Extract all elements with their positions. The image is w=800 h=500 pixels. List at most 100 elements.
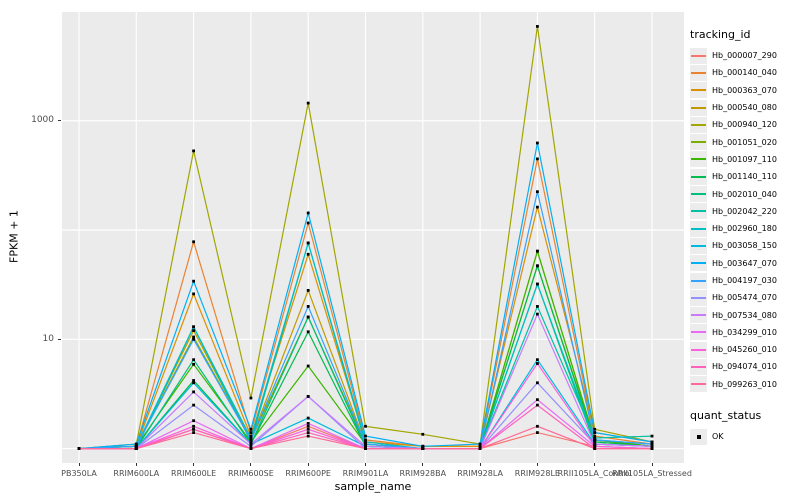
data-point — [536, 249, 539, 253]
data-point — [593, 440, 597, 444]
data-point — [478, 444, 482, 448]
legend-item-Hb_000007_290: Hb_000007_290 — [690, 47, 800, 64]
legend-item-label: Hb_002042_220 — [712, 206, 777, 216]
data-point — [134, 442, 138, 446]
line-glyph-icon — [691, 71, 706, 74]
legend-key-swatch — [690, 82, 707, 99]
legend-key-swatch — [690, 116, 707, 133]
data-point — [650, 442, 654, 446]
data-point — [364, 434, 367, 438]
data-point — [421, 447, 425, 450]
legend-key-swatch — [690, 151, 707, 168]
data-point — [364, 438, 367, 442]
legend-item-label: OK — [712, 432, 724, 442]
data-point — [593, 431, 597, 434]
data-point — [536, 312, 539, 316]
data-point — [306, 221, 310, 225]
x-tick-label: PB350LA — [61, 469, 97, 478]
line-glyph-icon — [691, 193, 706, 196]
data-point — [192, 390, 195, 394]
data-point — [192, 337, 195, 341]
legend-item-Hb_004197_030: Hb_004197_030 — [690, 272, 800, 289]
data-point — [192, 358, 195, 362]
legend-item-label: Hb_001140_110 — [712, 172, 777, 182]
data-point — [536, 264, 539, 268]
data-point — [536, 362, 539, 365]
legend-item-Hb_005474_070: Hb_005474_070 — [690, 289, 800, 306]
legend-key-swatch — [690, 168, 707, 185]
legend-key-swatch — [690, 64, 707, 81]
x-tick-label: RRIM901LA — [342, 469, 389, 478]
legend-item-Hb_003058_150: Hb_003058_150 — [690, 237, 800, 254]
x-axis-tick — [365, 463, 366, 466]
data-point — [192, 419, 195, 423]
data-point — [192, 403, 195, 407]
legend-key-swatch — [690, 99, 707, 116]
x-axis-tick — [594, 463, 596, 466]
data-point — [192, 424, 195, 428]
data-point — [134, 447, 138, 450]
line-glyph-icon — [691, 331, 706, 334]
line-glyph-icon — [691, 141, 706, 144]
legend-item-label: Hb_005474_070 — [712, 293, 777, 303]
data-point — [249, 444, 253, 448]
data-point — [364, 424, 367, 428]
data-point — [650, 440, 654, 444]
line-glyph-icon — [691, 314, 706, 317]
line-glyph-icon — [691, 296, 706, 299]
data-point — [536, 25, 539, 28]
data-point — [192, 292, 195, 296]
data-point — [306, 364, 310, 368]
chart-canvas — [62, 11, 684, 463]
legend-item-label: Hb_094074_010 — [712, 362, 777, 372]
legend-item-Hb_000940_120: Hb_000940_120 — [690, 116, 800, 133]
legend-title-tracking: tracking_id — [690, 28, 751, 41]
data-point — [249, 431, 253, 434]
legend-item-label: Hb_002010_040 — [712, 189, 777, 199]
line-glyph-icon — [691, 123, 706, 126]
legend-item-label: Hb_001097_110 — [712, 154, 777, 164]
legend-key-swatch — [690, 307, 707, 324]
legend-item-Hb_001051_020: Hb_001051_020 — [690, 133, 800, 151]
data-point — [593, 434, 597, 438]
x-axis-tick — [479, 463, 481, 466]
legend-key-swatch — [690, 186, 707, 203]
x-tick-label: RRIM600SE — [228, 469, 274, 478]
legend-title-quant: quant_status — [690, 408, 762, 422]
legend-item-label: Hb_099263_010 — [712, 379, 777, 389]
x-axis-title: sample_name — [334, 480, 412, 493]
x-axis-tick — [78, 463, 80, 466]
data-point — [306, 252, 310, 256]
x-tick-label: RRIM928LE — [514, 469, 560, 478]
legend-key-swatch — [690, 203, 707, 220]
legend-item-Hb_003647_070: Hb_003647_070 — [690, 255, 800, 272]
legend-item-quant-ok: OK — [690, 428, 800, 445]
legend-item-Hb_002042_220: Hb_002042_220 — [690, 203, 800, 220]
data-point — [364, 442, 367, 446]
data-point — [364, 444, 367, 448]
legend-key-swatch — [690, 341, 707, 358]
data-point — [650, 434, 654, 438]
line-glyph-icon — [691, 348, 706, 351]
data-point — [536, 358, 539, 362]
legend-item-label: Hb_004197_030 — [712, 276, 777, 285]
line-glyph-icon — [691, 383, 706, 386]
data-point — [249, 440, 253, 444]
legend-tracking-items: Hb_000007_290 Hb_000140_040 Hb_000363_070 H… — [690, 47, 800, 393]
data-point — [593, 427, 597, 431]
data-point — [536, 205, 539, 209]
quant-ok-key-swatch — [690, 428, 707, 445]
data-point — [536, 431, 539, 434]
data-point — [249, 442, 253, 446]
legend-item-Hb_000540_080: Hb_000540_080 — [690, 99, 800, 116]
data-point — [536, 190, 539, 194]
legend-key-swatch — [690, 272, 707, 289]
data-point — [421, 432, 425, 436]
y-axis-tick — [58, 338, 61, 340]
x-tick-label: RRIM928BA — [399, 469, 447, 478]
x-axis-tick — [307, 463, 309, 466]
legend-item-Hb_034299_010: Hb_034299_010 — [690, 324, 800, 341]
line-glyph-icon — [691, 158, 706, 161]
line-glyph-icon — [691, 365, 706, 368]
